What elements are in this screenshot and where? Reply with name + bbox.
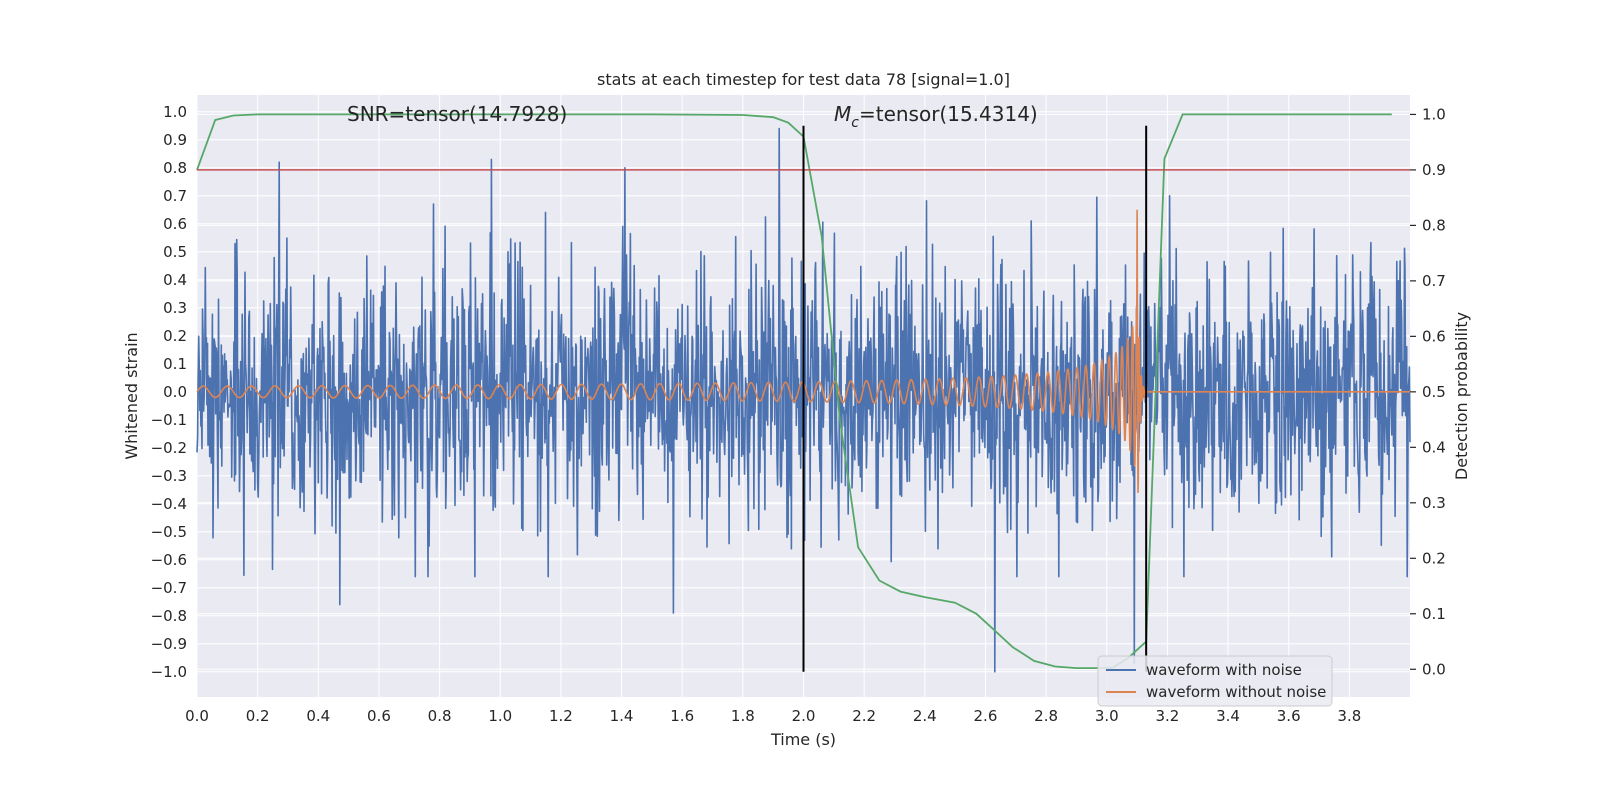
y-tick-label: 0.2 [163, 327, 187, 345]
y-tick-label: −1.0 [151, 663, 187, 681]
x-tick-label: 2.0 [792, 707, 816, 725]
x-tick-label: 2.2 [852, 707, 876, 725]
y-tick-label: −0.6 [151, 551, 187, 569]
y-axis-ticks: 1.0 0.9 0.8 0.7 0.6 0.5 0.4 0.3 0.2 0.1 0.0 −0.1 −0.… [151, 103, 187, 681]
x-tick-label: 0.6 [367, 707, 391, 725]
chart-title: stats at each timestep for test data 78 … [597, 70, 1010, 89]
mc-symbol: M [834, 102, 851, 126]
y-tick-label: 0.6 [163, 215, 187, 233]
series-detection-probability [196, 113, 1392, 669]
y2-tick-label: 0.1 [1422, 605, 1446, 623]
x-tick-label: 3.4 [1216, 707, 1240, 725]
snr-annotation: SNR=tensor(14.7928) [347, 102, 567, 126]
legend: waveform with noise waveform without noi… [1097, 655, 1333, 707]
y2-tick-label: 0.6 [1422, 327, 1446, 345]
x-tick-label: 0.2 [246, 707, 270, 725]
y-tick-label: −0.1 [151, 411, 187, 429]
mc-annotation: Mc=tensor(15.4314) [834, 102, 1038, 131]
y-axis-label: Whitened strain [122, 332, 141, 459]
y2-axis-label: Detection probability [1452, 312, 1471, 480]
y-tick-label: −0.9 [151, 635, 187, 653]
x-tick-label: 2.6 [974, 707, 998, 725]
y-tick-label: 0.5 [163, 243, 187, 261]
y-tick-label: −0.7 [151, 579, 187, 597]
x-axis-ticks: 0.0 0.2 0.4 0.6 0.8 1.0 1.2 1.4 1.6 1.8 2.0 2.2 2.4 2… [185, 707, 1361, 725]
mc-value: =tensor(15.4314) [859, 102, 1038, 126]
x-tick-label: 0.0 [185, 707, 209, 725]
y2-tick-label: 1.0 [1422, 105, 1446, 123]
y2-tick-label: 0.7 [1422, 272, 1446, 290]
legend-box [1097, 655, 1333, 707]
x-tick-label: 3.2 [1155, 707, 1179, 725]
y-tick-label: −0.2 [151, 439, 187, 457]
x-tick-label: 1.4 [610, 707, 634, 725]
y2-tick-label: 0.2 [1422, 549, 1446, 567]
y-tick-label: −0.5 [151, 523, 187, 541]
x-tick-label: 3.6 [1277, 707, 1301, 725]
y2-tick-label: 0.8 [1422, 216, 1446, 234]
x-axis-label: Time (s) [770, 730, 836, 749]
y2-tick-label: 0.4 [1422, 438, 1446, 456]
event-lines [802, 125, 1148, 672]
legend-label-noise: waveform with noise [1146, 661, 1302, 679]
y-tick-label: 0.8 [163, 159, 187, 177]
x-tick-label: 1.8 [731, 707, 755, 725]
x-tick-label: 2.4 [913, 707, 937, 725]
y-tick-label: 0.0 [163, 383, 187, 401]
y2-axis-ticks: 1.0 0.9 0.8 0.7 0.6 0.5 0.4 0.3 0.2 0.1 0.0 [1410, 105, 1446, 678]
y-tick-label: 0.9 [163, 131, 187, 149]
probability-line [196, 113, 1392, 669]
legend-label-clean: waveform without noise [1146, 683, 1326, 701]
y-tick-label: −0.8 [151, 607, 187, 625]
y-tick-label: 0.1 [163, 355, 187, 373]
mc-subscript: c [851, 115, 859, 131]
y2-tick-label: 0.3 [1422, 494, 1446, 512]
y-tick-label: 0.7 [163, 187, 187, 205]
x-tick-label: 1.6 [670, 707, 694, 725]
y-tick-label: −0.4 [151, 495, 187, 513]
x-tick-label: 1.2 [549, 707, 573, 725]
y2-tick-label: 0.0 [1422, 660, 1446, 678]
y-tick-label: 0.4 [163, 271, 187, 289]
y-tick-label: −0.3 [151, 467, 187, 485]
x-tick-label: 3.0 [1095, 707, 1119, 725]
y2-tick-label: 0.9 [1422, 161, 1446, 179]
y-tick-label: 1.0 [163, 103, 187, 121]
y2-tick-label: 0.5 [1422, 383, 1446, 401]
y-tick-label: 0.3 [163, 299, 187, 317]
x-tick-label: 0.8 [428, 707, 452, 725]
x-tick-label: 1.0 [488, 707, 512, 725]
x-tick-label: 3.8 [1337, 707, 1361, 725]
x-tick-label: 0.4 [306, 707, 330, 725]
x-tick-label: 2.8 [1034, 707, 1058, 725]
